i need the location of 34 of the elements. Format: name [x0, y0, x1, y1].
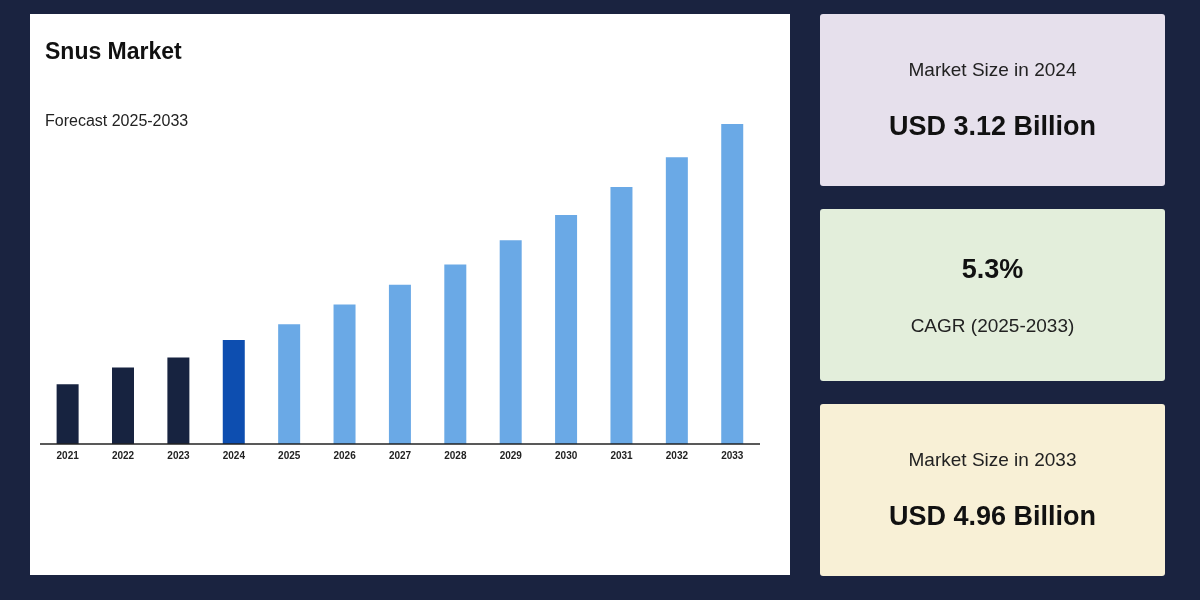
bar: [278, 324, 301, 444]
bar: [167, 357, 190, 444]
bar: [610, 187, 633, 444]
bar: [555, 214, 578, 444]
bar: [333, 304, 356, 444]
bar: [665, 157, 688, 444]
x-tick-label: 2028: [444, 450, 467, 462]
bar: [112, 367, 134, 444]
text: CAGR (2025-2033): [910, 314, 1075, 337]
text: 5.3%: [961, 253, 1024, 285]
chart-subtitle: Forecast 2025-2033: [45, 112, 189, 130]
text: USD 3.12 Billion: [888, 110, 1097, 142]
x-tick-label: 2029: [499, 450, 523, 462]
x-tick-label: 2031: [610, 450, 634, 462]
x-tick-label: 2023: [167, 450, 191, 462]
x-tick-label: 2022: [111, 450, 135, 462]
bar: [388, 284, 411, 444]
bar: [499, 240, 522, 444]
x-tick-label: 2032: [665, 450, 689, 462]
x-tick-label: 2026: [333, 450, 357, 462]
x-tick-label: 2027: [388, 450, 412, 462]
text: Market Size in 2024: [908, 58, 1077, 81]
text: Market Size in 2033: [908, 448, 1077, 471]
x-tick-label: 2021: [56, 450, 80, 462]
x-tick-label: 2024: [222, 450, 246, 462]
bar: [721, 124, 744, 444]
x-tick-label: 2033: [721, 450, 744, 462]
bar: [444, 264, 467, 444]
x-tick-label: 2030: [555, 450, 578, 462]
x-tick-label: 2025: [278, 450, 301, 462]
text: USD 4.96 Billion: [888, 500, 1097, 532]
bar: [222, 340, 245, 444]
chart-title: Snus Market: [45, 38, 182, 65]
bar: [56, 384, 79, 444]
